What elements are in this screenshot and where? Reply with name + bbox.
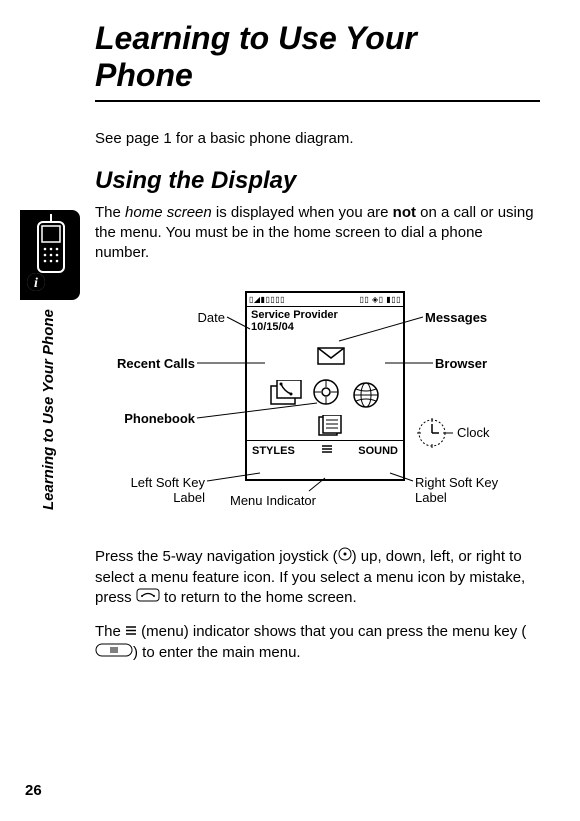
lsk-l1: Left Soft Key xyxy=(131,475,205,490)
left-softkey: STYLES xyxy=(252,445,295,457)
callout-messages: Messages xyxy=(425,310,487,325)
clock-icon xyxy=(415,416,449,450)
title-rule xyxy=(95,100,540,102)
callout-left-softkey: Left Soft Key Label xyxy=(105,476,205,506)
status-bar: ▯◢▮▯▯▯▯ ▯▯ ◈▯ ▮▯▯ xyxy=(247,293,403,307)
phone-illustration-tab: i xyxy=(20,210,80,300)
menu-icon xyxy=(125,622,137,642)
callout-clock: Clock xyxy=(457,425,490,440)
para2: Press the 5-way navigation joystick () u… xyxy=(95,547,540,608)
nav-ring-icon xyxy=(311,377,341,407)
service-provider-text: Service Provider xyxy=(247,307,403,321)
callout-phonebook: Phonebook xyxy=(115,411,195,426)
softkey-row: STYLES SOUND xyxy=(247,440,403,460)
chapter-title-line2: Phone xyxy=(95,57,193,93)
chapter-title-line1: Learning to Use Your xyxy=(95,20,417,56)
section-body: The home screen is displayed when you ar… xyxy=(95,203,540,264)
para3: The (menu) indicator shows that you can … xyxy=(95,622,540,663)
phone-screen: ▯◢▮▯▯▯▯ ▯▯ ◈▯ ▮▯▯ Service Provider 10/15… xyxy=(245,291,405,481)
status-left: ▯◢▮▯▯▯▯ xyxy=(249,295,285,304)
home-screen-diagram: ▯◢▮▯▯▯▯ ▯▯ ◈▯ ▮▯▯ Service Provider 10/15… xyxy=(95,281,525,531)
callout-right-softkey: Right Soft Key Label xyxy=(415,476,498,506)
callout-recent-calls: Recent Calls xyxy=(105,356,195,371)
messages-icon xyxy=(317,345,345,367)
sb-pre: The xyxy=(95,204,125,221)
date-text: 10/15/04 xyxy=(247,321,403,335)
right-softkey: SOUND xyxy=(358,445,398,457)
svg-text:i: i xyxy=(34,276,38,291)
sb-bold: not xyxy=(393,204,416,221)
icon-grid xyxy=(247,335,403,440)
chapter-title: Learning to Use Your Phone xyxy=(95,20,540,94)
sb-term: home screen xyxy=(125,204,212,221)
p2-pre: Press the 5-way navigation joystick ( xyxy=(95,548,338,565)
intro-text: See page 1 for a basic phone diagram. xyxy=(95,130,540,147)
rsk-l1: Right Soft Key xyxy=(415,475,498,490)
callout-browser: Browser xyxy=(435,356,487,371)
callout-menu-indicator: Menu Indicator xyxy=(230,493,316,508)
section-title: Using the Display xyxy=(95,167,540,195)
browser-icon xyxy=(351,380,381,410)
recent-calls-icon xyxy=(269,380,303,408)
phonebook-icon xyxy=(317,415,343,437)
callout-date: Date xyxy=(165,310,225,325)
sb-mid: is displayed when you are xyxy=(212,204,393,221)
page-number: 26 xyxy=(25,782,42,799)
p3-pre: The xyxy=(95,623,125,640)
joystick-icon xyxy=(338,547,352,567)
menu-indicator-icon xyxy=(321,444,333,457)
rsk-l2: Label xyxy=(415,490,447,505)
lsk-l2: Label xyxy=(173,490,205,505)
p2-post: to return to the home screen. xyxy=(160,589,357,606)
p3-post: ) to enter the main menu. xyxy=(133,644,301,661)
end-key-icon xyxy=(136,588,160,608)
vertical-page-label: Learning to Use Your Phone xyxy=(40,309,57,510)
menu-key-icon xyxy=(95,643,133,663)
p3-mid: (menu) indicator shows that you can pres… xyxy=(137,623,526,640)
status-right: ▯▯ ◈▯ ▮▯▯ xyxy=(359,295,401,304)
